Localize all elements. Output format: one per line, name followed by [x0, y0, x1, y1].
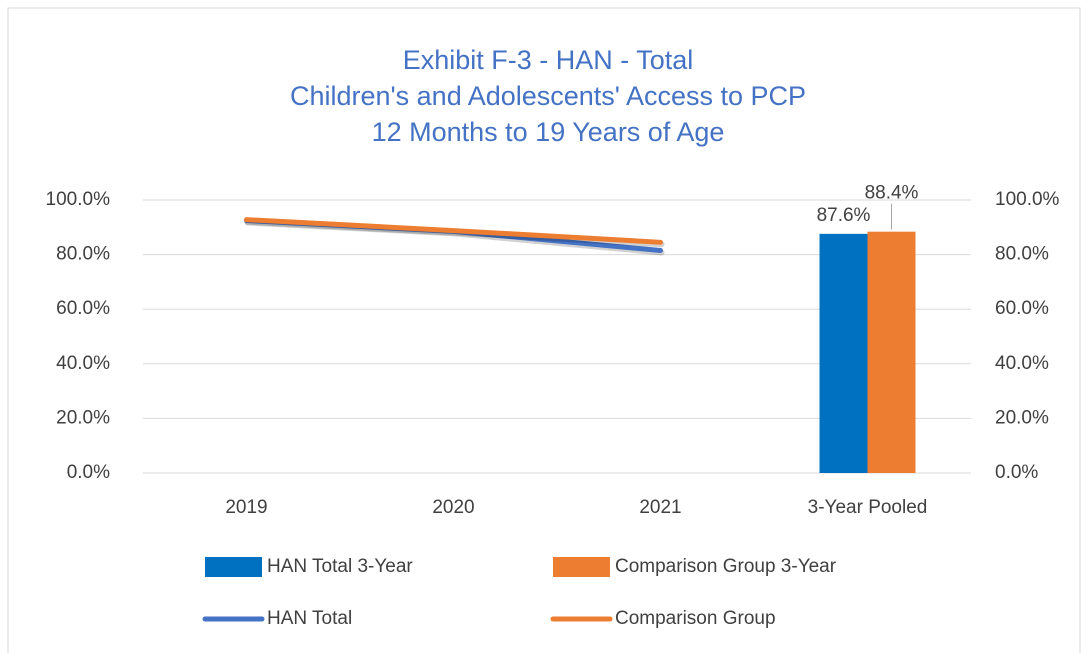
chart-title: 12 Months to 19 Years of Age	[372, 117, 725, 147]
y-tick-label: 100.0%	[46, 189, 111, 210]
y-tick-label: 80.0%	[56, 244, 110, 265]
legend-label: Comparison Group 3-Year	[615, 556, 837, 577]
y-tick-label: 40.0%	[56, 353, 110, 374]
y2-tick-label: 60.0%	[995, 298, 1049, 319]
x-tick-label: 3-Year Pooled	[808, 497, 928, 518]
legend-label: HAN Total	[267, 608, 352, 629]
y2-tick-label: 80.0%	[995, 244, 1049, 265]
y-tick-label: 0.0%	[67, 462, 110, 483]
y-tick-label: 20.0%	[56, 407, 110, 428]
legend-swatch	[205, 557, 262, 577]
legend-label: HAN Total 3-Year	[267, 556, 413, 577]
y2-tick-label: 40.0%	[995, 353, 1049, 374]
y2-tick-label: 20.0%	[995, 407, 1049, 428]
y2-tick-label: 100.0%	[995, 189, 1060, 210]
data-label: 88.4%	[865, 183, 919, 204]
line	[244, 217, 663, 245]
bar	[819, 233, 868, 473]
chart-title: Exhibit F-3 - HAN - Total	[403, 45, 694, 75]
x-tick-label: 2020	[432, 497, 474, 518]
x-tick-label: 2021	[639, 497, 681, 518]
bar	[867, 231, 916, 473]
data-label: 87.6%	[817, 205, 871, 226]
x-tick-label: 2019	[225, 497, 267, 518]
legend-label: Comparison Group	[615, 608, 776, 629]
chart-title: Children's and Adolescents' Access to PC…	[290, 81, 806, 111]
y-tick-label: 60.0%	[56, 298, 110, 319]
y2-tick-label: 0.0%	[995, 462, 1038, 483]
legend-swatch	[553, 557, 610, 577]
